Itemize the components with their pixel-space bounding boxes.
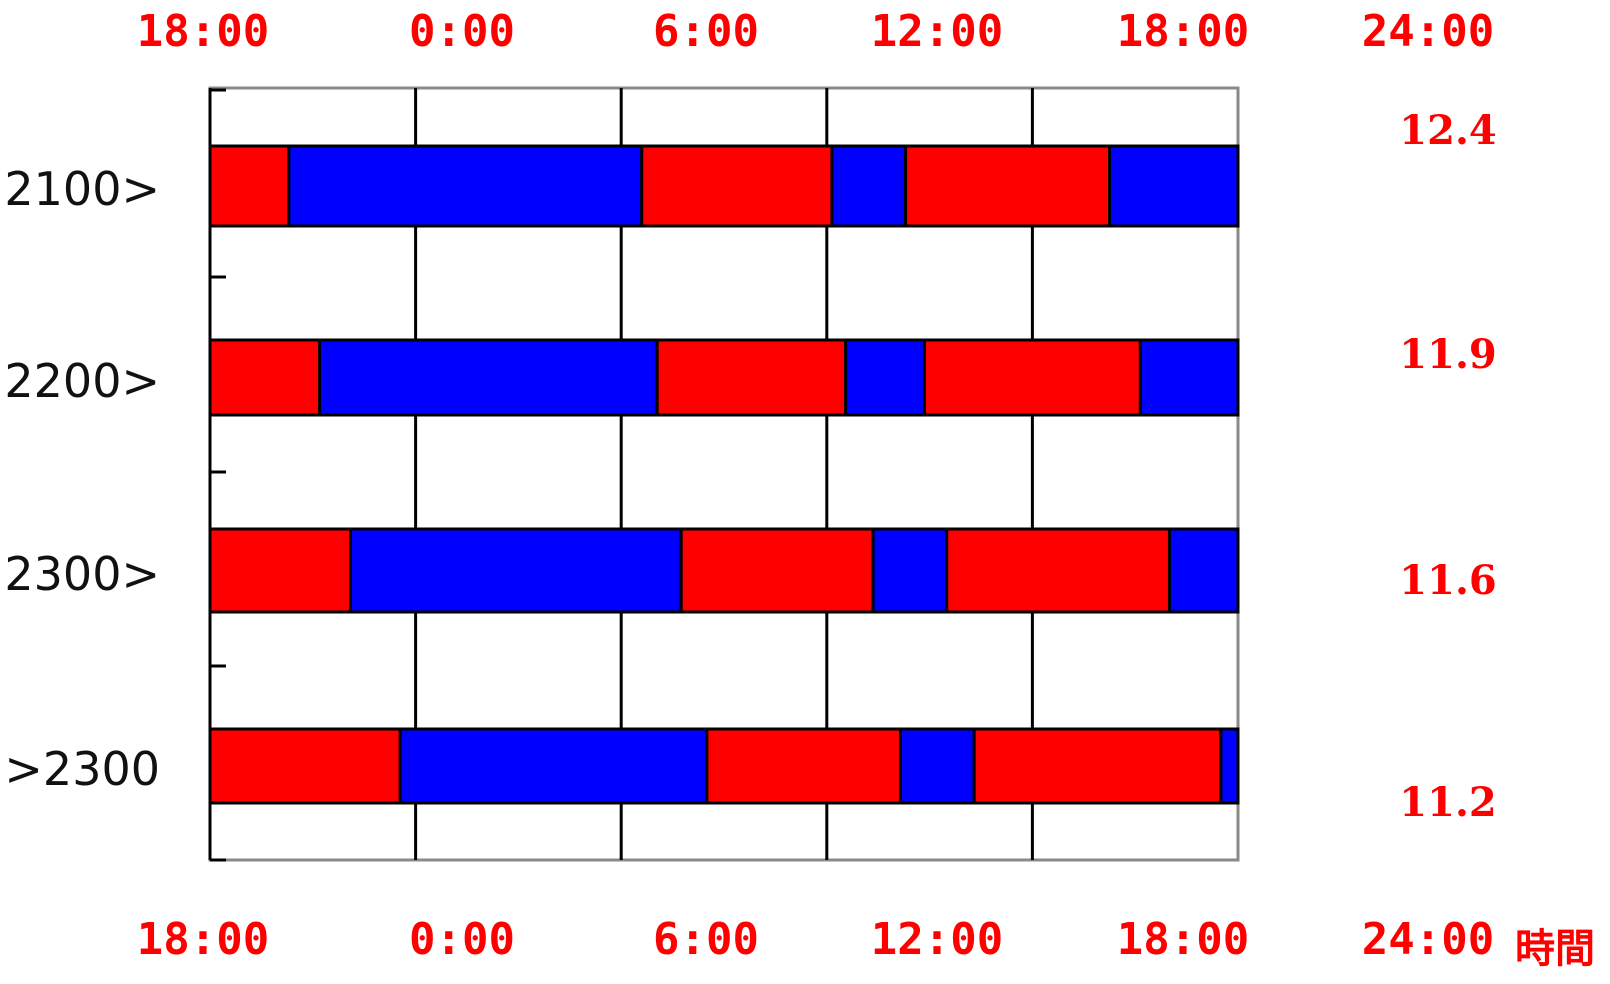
x-tick-label-top: 18:00 bbox=[137, 6, 269, 57]
row-label: 2200> bbox=[4, 354, 160, 408]
sleep-segment bbox=[318, 338, 659, 417]
row-total-label: 11.9 bbox=[1399, 331, 1496, 378]
row-total-label: 11.2 bbox=[1399, 779, 1496, 826]
awake-segment bbox=[922, 338, 1142, 417]
row-label: >2300 bbox=[4, 742, 160, 796]
bar-row bbox=[208, 144, 1240, 228]
x-tick-label-bottom: 24:00 bbox=[1362, 914, 1494, 965]
awake-segment bbox=[705, 727, 902, 805]
bar-row bbox=[208, 727, 1240, 805]
x-tick-label-top: 0:00 bbox=[409, 6, 515, 57]
x-tick-label-top: 24:00 bbox=[1362, 6, 1494, 57]
awake-segment bbox=[655, 338, 848, 417]
awake-segment bbox=[208, 144, 291, 228]
awake-segment bbox=[208, 527, 352, 614]
sleep-segment bbox=[287, 144, 644, 228]
x-axis-unit-label: 時間 bbox=[1515, 926, 1595, 972]
row-total-label: 12.4 bbox=[1399, 107, 1496, 154]
row-total-label: 11.6 bbox=[1399, 557, 1496, 604]
row-label: 2100> bbox=[4, 162, 160, 216]
sleep-segment bbox=[348, 527, 683, 614]
bar-rows bbox=[208, 144, 1240, 805]
x-tick-label-top: 12:00 bbox=[871, 6, 1003, 57]
sleep-segment bbox=[871, 527, 949, 614]
sleep-segment bbox=[1138, 338, 1240, 417]
awake-segment bbox=[208, 727, 402, 805]
sleep-segment bbox=[898, 727, 976, 805]
sleep-segment bbox=[1108, 144, 1240, 228]
x-tick-label-bottom: 12:00 bbox=[871, 914, 1003, 965]
bar-row bbox=[208, 338, 1240, 417]
awake-segment bbox=[972, 727, 1223, 805]
sleep-segment bbox=[1219, 727, 1240, 805]
row-label: 2300> bbox=[4, 547, 160, 601]
awake-segment bbox=[945, 527, 1171, 614]
awake-segment bbox=[640, 144, 834, 228]
x-tick-label-top: 18:00 bbox=[1117, 6, 1249, 57]
sleep-segment bbox=[844, 338, 926, 417]
x-tick-label-bottom: 0:00 bbox=[409, 914, 515, 965]
sleep-segment bbox=[398, 727, 709, 805]
x-tick-label-bottom: 6:00 bbox=[653, 914, 759, 965]
x-tick-label-bottom: 18:00 bbox=[1117, 914, 1249, 965]
x-tick-label-bottom: 18:00 bbox=[137, 914, 269, 965]
awake-segment bbox=[679, 527, 875, 614]
awake-segment bbox=[208, 338, 322, 417]
awake-segment bbox=[904, 144, 1112, 228]
bar-row bbox=[208, 527, 1240, 614]
x-tick-label-top: 6:00 bbox=[653, 6, 759, 57]
sleep-segment bbox=[830, 144, 908, 228]
chart-labels: 2100> 12.4 2200> 11.9 2300> 11.6 >2300 11.2 18:0… bbox=[4, 6, 1496, 965]
sleep-segment bbox=[1167, 527, 1240, 614]
